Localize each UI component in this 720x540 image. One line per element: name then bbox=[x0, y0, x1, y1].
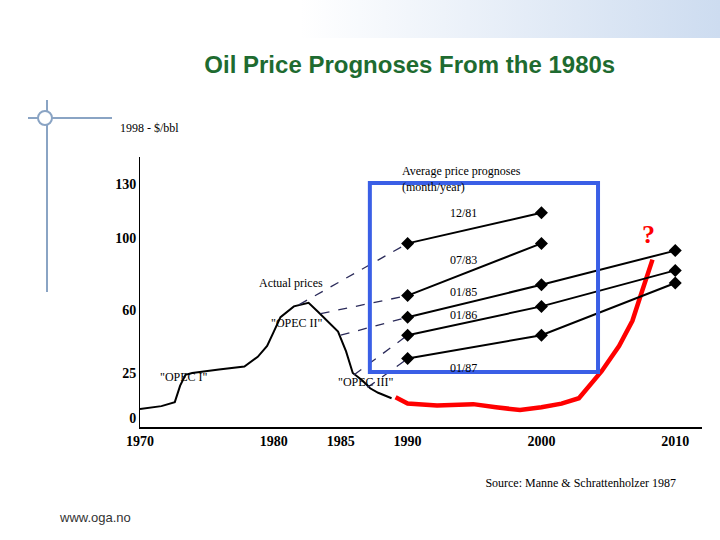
svg-text:Actual prices: Actual prices bbox=[259, 276, 323, 290]
svg-text:"OPEC I": "OPEC I" bbox=[160, 370, 208, 384]
svg-text:1998 - $/bbl: 1998 - $/bbl bbox=[120, 121, 179, 135]
svg-text:0: 0 bbox=[129, 411, 136, 426]
svg-text:01/87: 01/87 bbox=[450, 361, 477, 375]
svg-text:01/86: 01/86 bbox=[450, 308, 477, 322]
svg-text:01/85: 01/85 bbox=[450, 285, 477, 299]
svg-text:130: 130 bbox=[115, 177, 136, 192]
svg-text:2010: 2010 bbox=[661, 434, 689, 449]
svg-text:100: 100 bbox=[115, 231, 136, 246]
svg-text:1980: 1980 bbox=[260, 434, 288, 449]
svg-text:07/83: 07/83 bbox=[450, 253, 477, 267]
svg-text:1985: 1985 bbox=[327, 434, 355, 449]
svg-text:Oil Price Prognoses From the 1: Oil Price Prognoses From the 1980s bbox=[204, 51, 615, 78]
svg-text:Average price prognoses(month/: Average price prognoses(month/year) bbox=[402, 164, 521, 194]
svg-text:25: 25 bbox=[122, 366, 136, 381]
html-text:www.oga.no: www.oga.no bbox=[60, 510, 131, 525]
svg-text:1970: 1970 bbox=[126, 434, 154, 449]
html-text:Source: Manne & Schrattenholze: Source: Manne & Schrattenholzer 1987 bbox=[485, 476, 676, 490]
svg-text:?: ? bbox=[642, 220, 655, 249]
svg-text:1990: 1990 bbox=[394, 434, 422, 449]
svg-text:2000: 2000 bbox=[527, 434, 555, 449]
svg-text:"OPEC III": "OPEC III" bbox=[338, 375, 394, 389]
svg-text:60: 60 bbox=[122, 303, 136, 318]
svg-text:"OPEC II": "OPEC II" bbox=[271, 316, 323, 330]
svg-text:12/81: 12/81 bbox=[450, 206, 477, 220]
